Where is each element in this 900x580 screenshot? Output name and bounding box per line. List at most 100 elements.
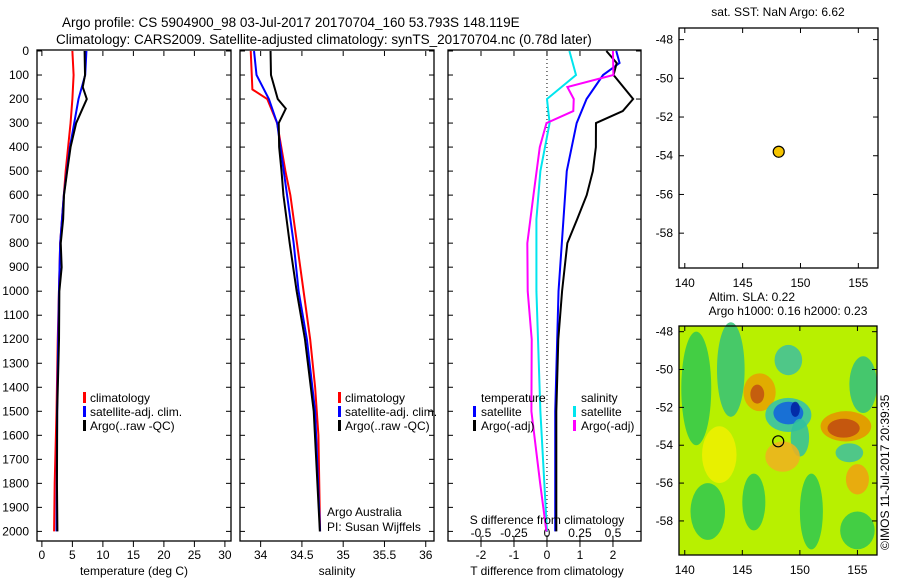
lon-tick-label: 155 <box>848 276 868 290</box>
series-line-satellite-adj-clim- <box>253 50 322 532</box>
lon-tick-label: 145 <box>732 563 752 577</box>
y-tick-label: 600 <box>9 188 29 202</box>
legend-swatch-s-argo <box>573 420 576 431</box>
sla-anomaly-blob <box>774 344 803 376</box>
legend-swatch-climatology <box>338 392 341 403</box>
sla-anomaly-blob <box>742 473 766 531</box>
legend-swatch-climatology <box>83 392 86 403</box>
difference-legend: temperature satellite Argo(-adj) salinit… <box>473 391 634 433</box>
y-tick-label: 800 <box>9 236 29 250</box>
y-tick-label: 1700 <box>2 452 29 466</box>
sla-map-title-line1: Altim. SLA: 0.22 <box>709 290 795 304</box>
x-tick-label: 20 <box>157 548 171 562</box>
x-tick-label: 15 <box>127 548 141 562</box>
lat-tick-label: -50 <box>656 71 674 85</box>
x-tick-label: 34 <box>254 548 268 562</box>
sla-anomaly-blob <box>835 443 864 463</box>
sla-anomaly-blob <box>849 356 877 414</box>
lat-tick-label: -48 <box>656 33 674 47</box>
plot-frame <box>447 49 642 542</box>
plot-frame <box>36 49 232 542</box>
s-tick-label: 0 <box>544 526 551 540</box>
y-tick-label: 1900 <box>2 500 29 514</box>
sla-map-title-line2: Argo h1000: 0.16 h2000: 0.23 <box>709 304 868 318</box>
y-tick-label: 400 <box>9 140 29 154</box>
legend-swatch-t-argo <box>473 420 476 431</box>
y-tick-label: 1300 <box>2 356 29 370</box>
y-tick-label: 2000 <box>2 524 29 538</box>
lat-tick-label: -52 <box>656 110 674 124</box>
x-tick-label: 36 <box>419 548 433 562</box>
legend-label: satellite-adj. clim. <box>345 405 437 419</box>
y-tick-label: 900 <box>9 260 29 274</box>
temperature-panel: 0100200300400500600700800900100011001200… <box>2 44 232 562</box>
x-tick-label: 25 <box>188 548 202 562</box>
y-tick-label: 1100 <box>3 308 29 322</box>
sla-anomaly-blob <box>716 322 745 417</box>
lon-tick-label: 140 <box>675 563 695 577</box>
salinity-legend: climatology satellite-adj. clim. Argo(..… <box>327 391 437 534</box>
sla-anomaly-blob <box>845 464 869 495</box>
imos-credit: ©IMOS 11-Jul-2017 20:39:35 <box>878 394 892 550</box>
sla-anomaly-blob <box>799 473 823 550</box>
lat-tick-label: -54 <box>656 438 674 452</box>
s-tick-label: -0.25 <box>500 526 528 540</box>
x-tick-label: 0 <box>39 548 46 562</box>
series-line-argo-raw-qc- <box>269 50 321 532</box>
salinity-panel: 34 34.5 35 35.5 36 <box>239 49 435 562</box>
y-tick-label: 1800 <box>2 476 29 490</box>
sla-anomaly-blob <box>765 441 800 472</box>
salinity-xlabel: salinity <box>319 564 356 578</box>
legend-label: satellite-adj. clim. <box>90 405 182 419</box>
series-line-t-argo-adj- <box>555 50 635 532</box>
x-tick-label: 2 <box>610 548 617 562</box>
legend-label: Argo(..raw -QC) <box>345 419 430 433</box>
s-tick-label: 0.5 <box>605 526 622 540</box>
sst-map-panel: 140 145 150 155 -48 -50 -52 -54 -56 -58 <box>656 27 879 290</box>
lat-tick-label: -50 <box>656 363 674 377</box>
figure-title-line1: Argo profile: CS 5904900_98 03-Jul-2017 … <box>62 15 520 30</box>
s-diff-xlabel: S difference from climatology <box>470 513 625 527</box>
t-diff-xlabel: T difference from climatology <box>470 564 624 578</box>
map-frame <box>678 27 879 269</box>
y-tick-label: 200 <box>9 92 29 106</box>
x-tick-label: -2 <box>476 548 487 562</box>
legend-label: Argo(..raw -QC) <box>90 419 175 433</box>
annotation-line1: Argo Australia <box>327 505 402 519</box>
y-tick-label: 1400 <box>2 380 29 394</box>
temperature-xlabel: temperature (deg C) <box>80 564 188 578</box>
sla-map-panel: 140 145 150 155 -48 -50 -52 -54 -56 -58 <box>656 322 878 577</box>
lat-tick-label: -56 <box>656 476 674 490</box>
legend-label: satellite <box>581 405 622 419</box>
legend-swatch-argo <box>338 420 341 431</box>
figure-title-line2: Climatology: CARS2009. Satellite-adjuste… <box>56 32 592 47</box>
difference-panel: -2 -1 0 1 2 -0.5 -0.25 0 0.25 0.5 <box>447 49 642 562</box>
x-tick-label: 35.5 <box>373 548 397 562</box>
y-tick-label: 300 <box>9 116 29 130</box>
series-line-climatology <box>249 50 322 532</box>
y-tick-label: 100 <box>9 68 29 82</box>
sla-anomaly-blob <box>827 418 860 438</box>
lat-tick-label: -48 <box>656 325 674 339</box>
lon-tick-label: 150 <box>790 276 810 290</box>
x-tick-label: -1 <box>509 548 520 562</box>
y-tick-label: 700 <box>9 212 29 226</box>
lat-tick-label: -56 <box>656 187 674 201</box>
sla-anomaly-blob <box>681 331 712 446</box>
legend-swatch-s-satellite <box>573 406 576 417</box>
legend-swatch-satellite <box>83 406 86 417</box>
argo-location-marker <box>772 435 785 448</box>
lat-tick-label: -58 <box>656 514 674 528</box>
x-tick-label: 30 <box>218 548 232 562</box>
y-tick-label: 0 <box>22 44 29 58</box>
lon-tick-label: 155 <box>847 563 867 577</box>
map-frame <box>678 325 878 556</box>
lon-tick-label: 145 <box>733 276 753 290</box>
sla-anomaly-blob <box>690 483 726 540</box>
x-tick-label: 1 <box>577 548 584 562</box>
legend-swatch-argo <box>83 420 86 431</box>
lat-tick-label: -58 <box>656 226 674 240</box>
sla-anomaly-blob <box>702 426 737 484</box>
series-line-s-satellite <box>535 50 578 532</box>
lon-tick-label: 150 <box>790 563 810 577</box>
